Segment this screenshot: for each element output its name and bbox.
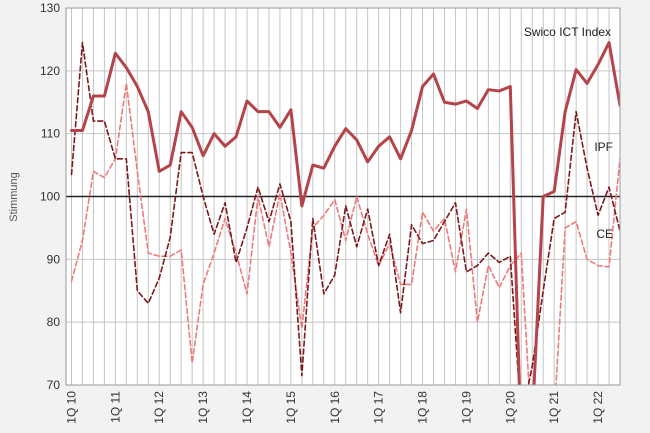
plot-border (65, 7, 621, 386)
y-tick-label: 90 (47, 252, 61, 266)
y-axis-title: Stimmung (8, 172, 20, 222)
x-tick-label: 1Q 10 (64, 391, 78, 424)
series-line-ipf (70, 82, 620, 385)
y-tick-label: 110 (41, 127, 60, 141)
x-tick-label: 1Q 22 (591, 391, 605, 424)
series-label-swico-ict-index: Swico ICT Index (524, 25, 611, 39)
series-label-ce: CE (596, 227, 613, 241)
x-tick-label: 1Q 17 (372, 391, 386, 424)
series-label-ipf: IPF (594, 140, 613, 154)
x-tick-label: 1Q 20 (503, 391, 517, 424)
series-line-ce (70, 41, 620, 385)
x-tick-label: 1Q 12 (152, 391, 166, 424)
x-tick-label: 1Q 19 (459, 391, 473, 424)
x-tick-label: 1Q 16 (328, 391, 342, 424)
y-tick-label: 70 (47, 378, 61, 392)
y-tick-label: 130 (40, 1, 60, 15)
y-tick-label: 80 (47, 315, 61, 329)
x-tick-label: 1Q 14 (240, 391, 254, 424)
x-tick-label: 1Q 15 (284, 391, 298, 424)
x-tick-label: 1Q 13 (196, 391, 210, 424)
series-line-swico-ict-index (69, 41, 620, 385)
y-tick-label: 120 (40, 64, 60, 78)
x-tick-label: 1Q 18 (416, 391, 430, 424)
y-tick-label: 100 (40, 190, 60, 204)
x-tick-label: 1Q 21 (547, 391, 561, 424)
x-tick-label: 1Q 11 (108, 391, 122, 423)
